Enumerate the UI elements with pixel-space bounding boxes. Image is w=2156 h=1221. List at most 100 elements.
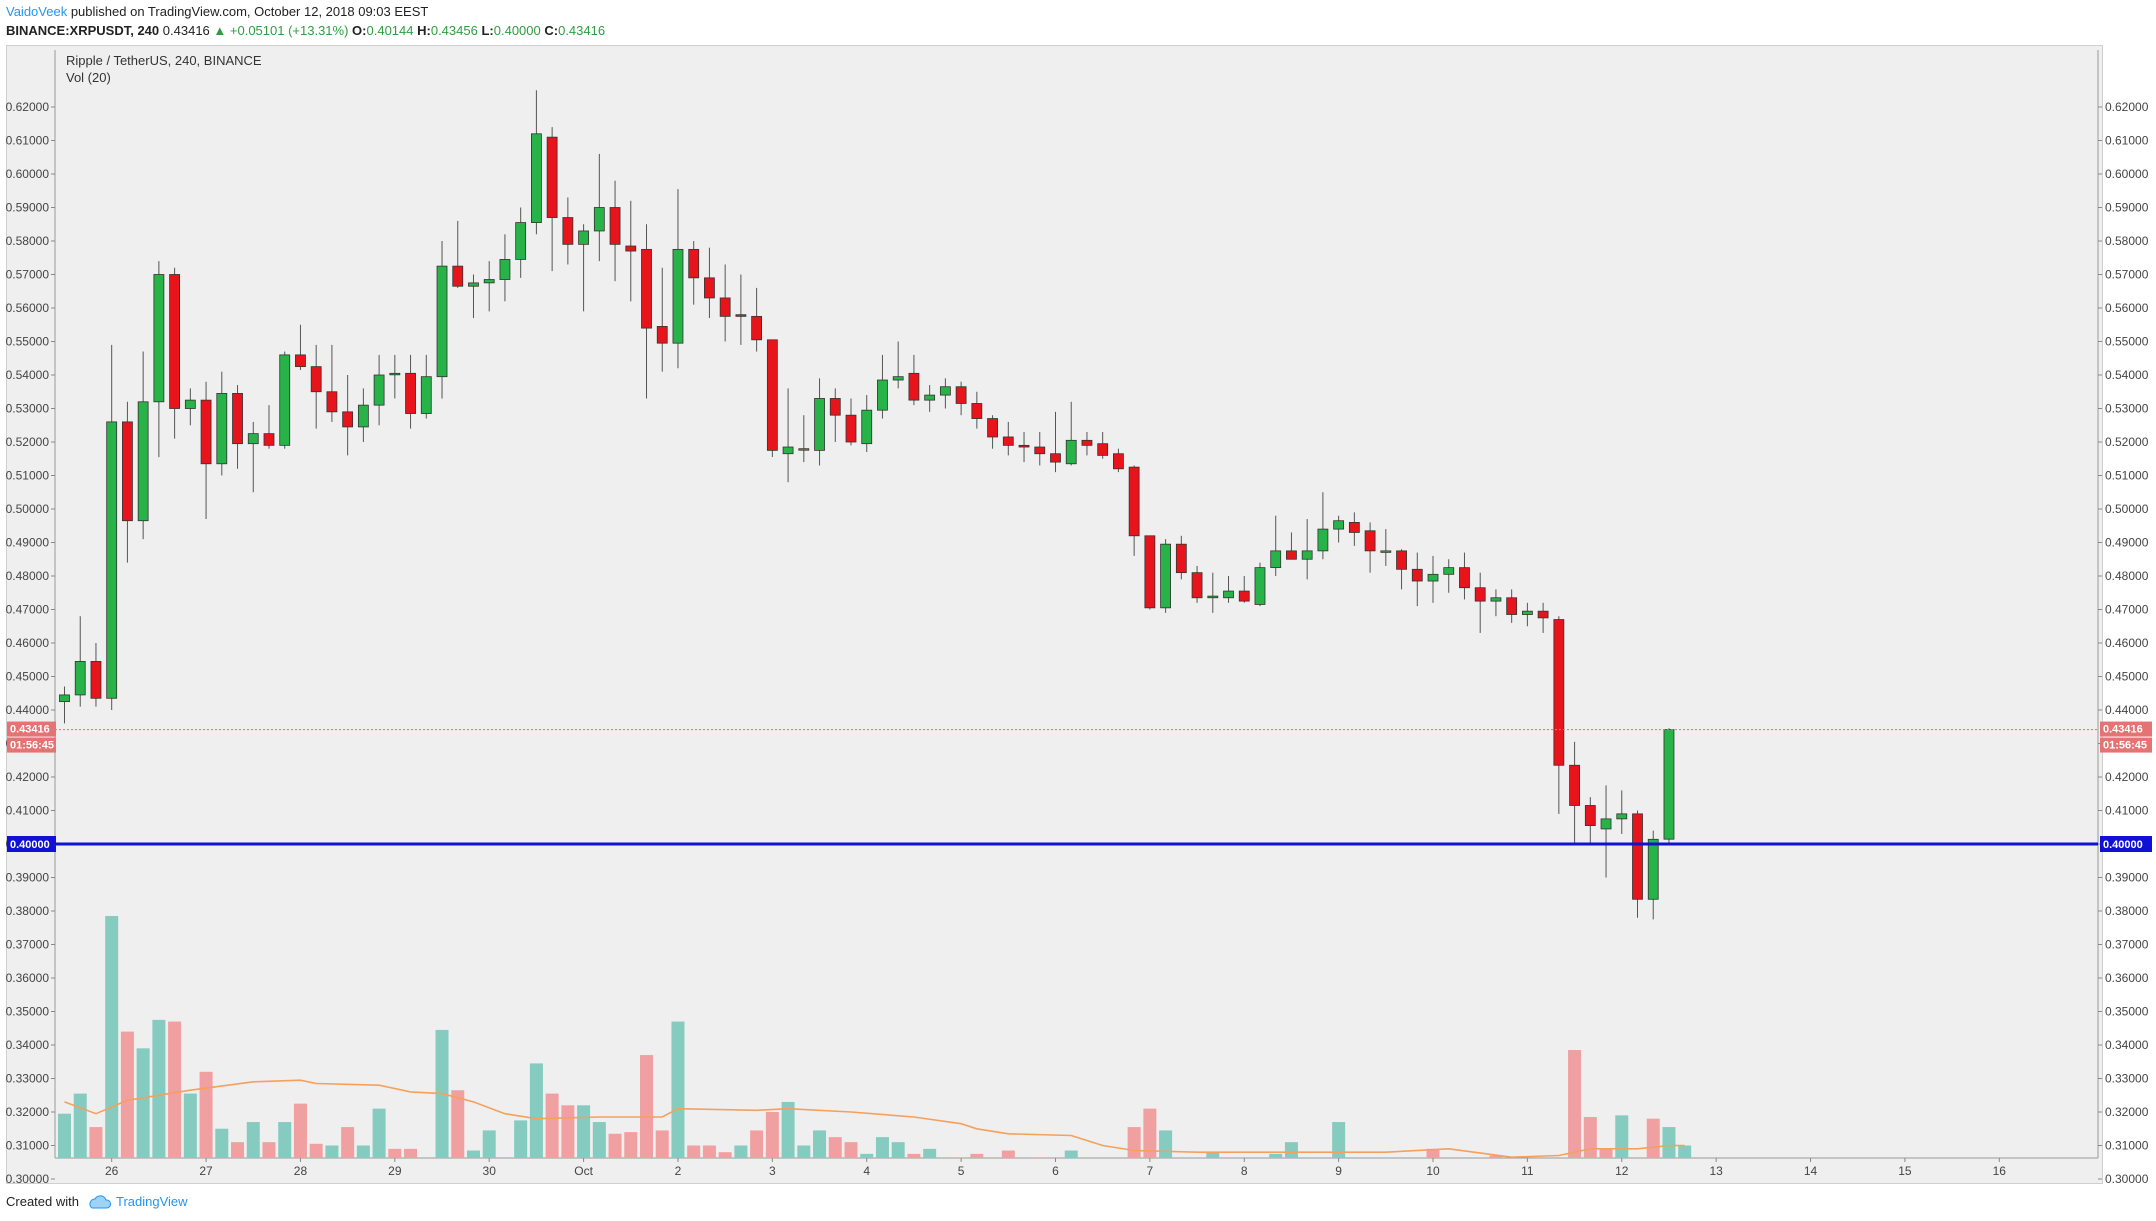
candle-body [656, 326, 668, 344]
y-tick-label-left: 0.31000 [6, 1139, 50, 1153]
volume-bar [687, 1145, 701, 1158]
candle-body [153, 274, 165, 403]
candle-body [1191, 572, 1203, 599]
candle-body [389, 372, 401, 376]
y-tick-label-left: 0.41000 [6, 804, 50, 818]
volume-bar [1222, 1164, 1235, 1165]
candle-body [1348, 522, 1360, 533]
y-tick-label-right: 0.59000 [2105, 201, 2149, 215]
volume-bar [844, 1142, 858, 1158]
y-tick-label-left: 0.39000 [6, 871, 50, 885]
volume-bar [1191, 1161, 1204, 1162]
candle-body [1569, 764, 1580, 806]
candle-body [1301, 550, 1313, 560]
volume-bar [514, 1120, 528, 1158]
candle-body [546, 136, 558, 218]
volume-bar [1175, 1162, 1188, 1163]
y-tick-label-right: 0.44000 [2105, 703, 2149, 717]
y-tick-label-right: 0.33000 [2105, 1072, 2149, 1086]
candle-body [814, 398, 825, 451]
y-tick-label-right: 0.58000 [2105, 234, 2149, 248]
volume-bar [451, 1090, 465, 1158]
candle-body [436, 265, 448, 378]
candle-body [1144, 535, 1156, 609]
y-tick-label-right: 0.51000 [2105, 469, 2149, 483]
volume-bar [420, 1164, 433, 1165]
x-tick-label: 11 [1521, 1164, 1534, 1178]
volume-bar [1127, 1127, 1141, 1158]
y-tick-label-right: 0.42000 [2105, 770, 2149, 784]
volume-bar [1474, 1166, 1487, 1167]
candle-body [468, 282, 479, 287]
y-tick-label-right: 0.30000 [2105, 1172, 2149, 1186]
candle-body [1333, 520, 1345, 530]
candle-body [1506, 597, 1518, 615]
volume-bar [404, 1148, 418, 1158]
y-tick-label-right: 0.47000 [2105, 603, 2149, 617]
countdown-tag-left: 01:56:45 [10, 740, 54, 752]
candle-body [641, 248, 652, 329]
volume-bar [152, 1019, 166, 1158]
y-tick-label-right: 0.56000 [2105, 301, 2149, 315]
y-tick-label-left: 0.51000 [6, 469, 50, 483]
y-tick-label-left: 0.60000 [6, 167, 50, 181]
candle-body [74, 661, 86, 696]
x-tick-label: 13 [1709, 1164, 1723, 1178]
footer: Created with TradingView [6, 1194, 188, 1209]
volume-bar [278, 1122, 292, 1158]
volume-bar [1646, 1118, 1660, 1158]
candle-body [310, 366, 322, 393]
candle-body [1128, 466, 1140, 537]
y-tick-label-left: 0.52000 [6, 435, 50, 449]
volume-bar [1096, 1169, 1109, 1170]
chart-pane[interactable] [6, 45, 2103, 1184]
volume-bar [1426, 1148, 1440, 1158]
y-tick-label-left: 0.62000 [6, 100, 50, 114]
candle-body [1632, 813, 1643, 900]
y-tick-label-right: 0.45000 [2105, 670, 2149, 684]
volume-bar [875, 1137, 889, 1158]
candle-body [1396, 550, 1407, 570]
volume-bar [1395, 1171, 1408, 1172]
candle-body [1600, 818, 1612, 830]
x-tick-label: 16 [1993, 1164, 2007, 1178]
open-value: 0.40144 [366, 23, 414, 38]
x-tick-label: 5 [958, 1164, 965, 1178]
candle-body [562, 217, 574, 245]
level-tag-left: 0.40000 [10, 839, 50, 851]
close-value: 0.43416 [558, 23, 606, 38]
candle-body [169, 274, 181, 409]
candle-body [184, 399, 196, 409]
volume-bar [907, 1153, 921, 1158]
candle-body [908, 372, 920, 401]
volume-bar [561, 1105, 575, 1158]
volume-bar [750, 1130, 764, 1158]
candle-body [735, 314, 747, 317]
volume-bar [702, 1145, 716, 1158]
volume-bar [199, 1071, 213, 1158]
author-link[interactable]: VaidoVeek [6, 4, 68, 19]
volume-bar [765, 1112, 779, 1158]
candle-body [1018, 444, 1030, 448]
candle-body [295, 354, 306, 368]
candle-body [279, 354, 291, 446]
tradingview-brand[interactable]: TradingView [87, 1194, 188, 1209]
volume-bar [246, 1122, 260, 1158]
candle-body [1474, 587, 1486, 602]
y-tick-label-right: 0.54000 [2105, 368, 2149, 382]
volume-bar [73, 1093, 87, 1158]
candle-body [1380, 550, 1392, 553]
y-tick-label-right: 0.32000 [2105, 1105, 2149, 1119]
y-tick-label-right: 0.60000 [2105, 167, 2149, 181]
candle-body [704, 277, 715, 299]
volume-bar [608, 1133, 622, 1158]
y-tick-label-right: 0.38000 [2105, 904, 2149, 918]
legend-volume-indicator[interactable]: Vol (20) [66, 70, 111, 85]
ohlc-line: BINANCE:XRPUSDT, 240 0.43416 ▲ +0.05101 … [6, 21, 605, 40]
volume-bar [1505, 1169, 1518, 1170]
y-tick-label-left: 0.58000 [6, 234, 50, 248]
candle-body [499, 259, 511, 280]
candle-body [955, 386, 967, 404]
candle-body [326, 391, 338, 413]
